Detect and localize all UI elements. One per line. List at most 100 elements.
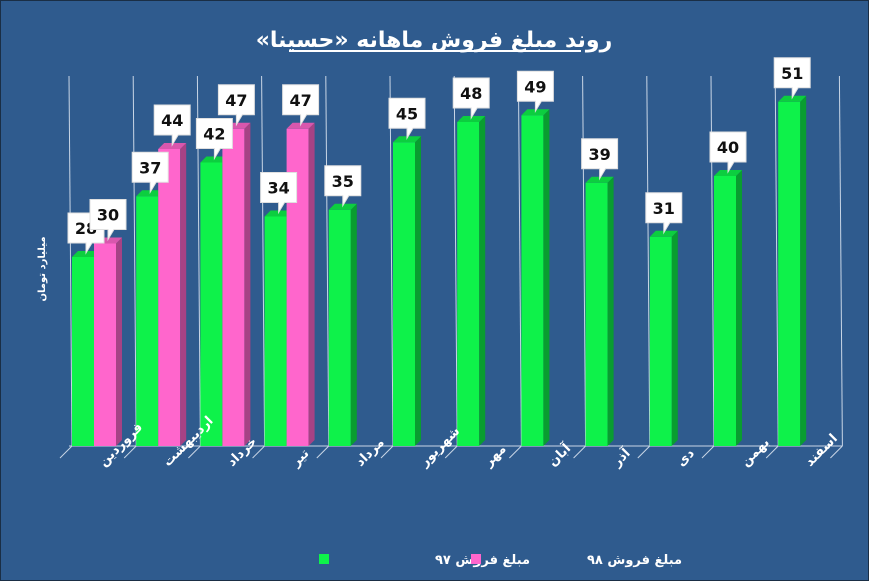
- floor-tick: [509, 445, 522, 459]
- bar: [585, 176, 614, 446]
- bar-front: [222, 128, 245, 446]
- bar: [94, 237, 122, 446]
- legend-swatch: [319, 554, 329, 564]
- x-tick-label: آذر: [608, 444, 634, 470]
- gridline: [68, 75, 73, 447]
- data-label: 40: [709, 131, 747, 174]
- bar-front: [457, 122, 480, 446]
- floor-tick: [188, 445, 201, 459]
- data-label: 47: [282, 84, 320, 127]
- bar-front: [200, 162, 223, 446]
- bar-top: [778, 95, 807, 102]
- data-label-text: 51: [781, 64, 803, 83]
- legend-item: مبلغ فروش ۹۷: [319, 553, 530, 568]
- bar-front: [158, 149, 181, 446]
- gridline: [774, 75, 779, 447]
- bar-top: [521, 109, 550, 116]
- data-label-box: [709, 131, 747, 174]
- data-label-box: [131, 151, 169, 195]
- x-tick-label: تیر: [288, 446, 312, 470]
- data-label-box: [260, 172, 298, 215]
- data-label-text: 31: [653, 199, 675, 218]
- bar-front: [286, 128, 309, 446]
- gridline: [646, 75, 651, 447]
- bar-side: [607, 176, 614, 446]
- legend-swatch: [471, 554, 481, 564]
- x-tick-label: مرداد: [353, 435, 388, 470]
- data-label-box: [645, 192, 683, 235]
- legend-label: مبلغ فروش ۹۸: [587, 553, 682, 568]
- bar: [328, 203, 357, 446]
- gridline: [453, 75, 458, 447]
- floor-tick: [573, 445, 586, 459]
- data-label-box: [581, 138, 619, 181]
- data-label-text: 40: [717, 138, 739, 157]
- bar-side: [244, 122, 251, 446]
- data-label-text: 39: [588, 145, 610, 164]
- bar-top: [136, 190, 165, 197]
- floor-tick: [830, 445, 843, 459]
- bar-front: [393, 142, 415, 446]
- bar: [457, 116, 486, 446]
- bar-top: [714, 170, 742, 176]
- bar-front: [72, 257, 94, 446]
- bar: [222, 122, 251, 446]
- bar-top: [393, 136, 421, 143]
- legend-item: مبلغ فروش ۹۸: [471, 553, 682, 568]
- data-label: 45: [388, 97, 426, 141]
- data-label: 34: [260, 172, 298, 215]
- bar-side: [308, 122, 315, 446]
- bar-front: [136, 196, 159, 446]
- bar-front: [585, 182, 608, 446]
- data-label-text: 42: [203, 125, 225, 144]
- data-label: 35: [324, 165, 362, 208]
- bar-top: [457, 116, 486, 122]
- floor-tick: [444, 445, 458, 459]
- bar: [158, 143, 187, 446]
- bar: [714, 170, 742, 446]
- floor-tick: [252, 445, 265, 459]
- data-label-box: [516, 70, 554, 114]
- bars: [72, 95, 807, 446]
- data-label-text: 35: [332, 172, 354, 191]
- data-label-text: 48: [460, 84, 482, 103]
- chart-title: روند مبلغ فروش ماهانه «حسینا»: [256, 28, 613, 53]
- bar: [286, 122, 315, 446]
- y-axis-label: میلیارد تومان: [37, 236, 48, 301]
- data-label-text: 34: [267, 179, 289, 198]
- bar-side: [415, 136, 421, 446]
- bar-top: [286, 122, 315, 129]
- bar-top: [649, 230, 678, 237]
- floor-tick: [59, 445, 73, 459]
- bar-top: [585, 176, 614, 183]
- bar-front: [714, 176, 736, 446]
- data-label-box: [153, 104, 191, 147]
- bar-front: [521, 115, 544, 446]
- bar-side: [180, 143, 187, 446]
- legend: مبلغ فروش ۹۷ مبلغ فروش ۹۸: [319, 553, 682, 568]
- data-label-text: 45: [396, 104, 418, 123]
- bar: [521, 109, 550, 446]
- gridline: [261, 75, 266, 447]
- bar-top: [158, 143, 187, 149]
- x-tick-label: دی: [674, 446, 698, 470]
- data-label-text: 37: [139, 158, 161, 177]
- legend-label: مبلغ فروش ۹۷: [435, 553, 530, 568]
- data-label-box: [452, 77, 490, 120]
- floor-tick: [701, 445, 715, 459]
- data-label: 51: [773, 57, 811, 100]
- floor-tick: [380, 445, 394, 459]
- gridline: [582, 75, 587, 447]
- data-label-text: 44: [161, 111, 183, 130]
- data-label: 37: [131, 151, 169, 195]
- data-label-text: 49: [524, 77, 546, 96]
- data-label: 49: [516, 70, 554, 114]
- data-label-box: [324, 165, 362, 208]
- bar-top: [72, 251, 100, 257]
- gridline: [325, 75, 330, 447]
- bar-side: [671, 230, 678, 446]
- bar: [649, 230, 678, 446]
- data-label: 44: [153, 104, 191, 147]
- floor-tick: [123, 445, 137, 459]
